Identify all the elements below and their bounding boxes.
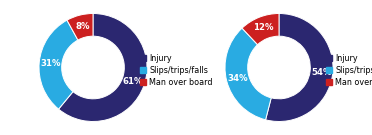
Wedge shape bbox=[58, 14, 147, 122]
Wedge shape bbox=[266, 14, 333, 122]
Text: 54%: 54% bbox=[311, 68, 331, 77]
Text: 31%: 31% bbox=[40, 59, 61, 68]
Text: 12%: 12% bbox=[253, 23, 273, 32]
Text: 61%: 61% bbox=[123, 77, 143, 86]
Wedge shape bbox=[225, 28, 271, 120]
Text: 34%: 34% bbox=[227, 74, 248, 83]
Wedge shape bbox=[39, 20, 78, 109]
Legend: Injury, Slips/trips/falls, Man over board: Injury, Slips/trips/falls, Man over boar… bbox=[140, 54, 212, 87]
Legend: Injury, Slips/trips/falls, Man over board: Injury, Slips/trips/falls, Man over boar… bbox=[326, 54, 372, 87]
Wedge shape bbox=[242, 14, 279, 45]
Wedge shape bbox=[67, 14, 93, 40]
Text: 8%: 8% bbox=[75, 22, 90, 31]
